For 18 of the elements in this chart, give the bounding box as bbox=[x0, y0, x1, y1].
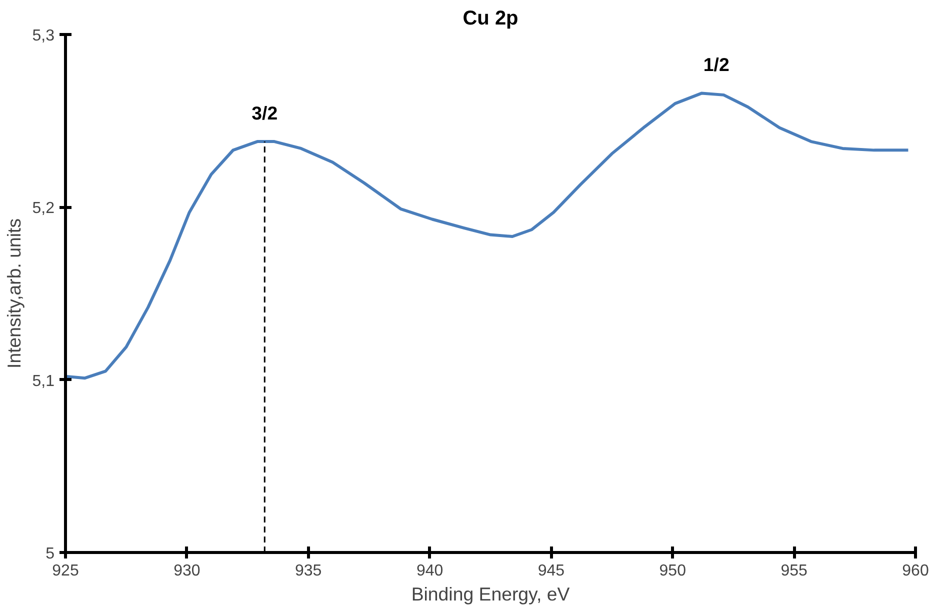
x-tick-label: 955 bbox=[780, 562, 808, 580]
line-series bbox=[66, 92, 910, 380]
y-tick-label: 5,3 bbox=[32, 28, 55, 44]
x-tick-label: 950 bbox=[659, 562, 686, 580]
x-tick-label: 945 bbox=[538, 562, 565, 580]
y-tick-label: 5 bbox=[46, 546, 55, 562]
x-tick-label: 935 bbox=[295, 562, 322, 580]
x-tick-label: 930 bbox=[174, 562, 200, 580]
x-tick-label: 925 bbox=[52, 562, 79, 580]
annotation: 1/2 bbox=[703, 54, 730, 76]
x-axis-title: Binding Energy, eV bbox=[411, 584, 570, 604]
chart-title: Cu 2p bbox=[462, 8, 518, 30]
y-tick-label: 5,2 bbox=[32, 200, 55, 218]
annotation: 3/2 bbox=[252, 102, 278, 124]
x-tick-label: 940 bbox=[416, 562, 444, 580]
y-axis-title: Intensity,arb. units bbox=[3, 218, 24, 369]
y-tick-label: 5,1 bbox=[32, 372, 55, 390]
x-tick-label: 960 bbox=[902, 562, 929, 580]
